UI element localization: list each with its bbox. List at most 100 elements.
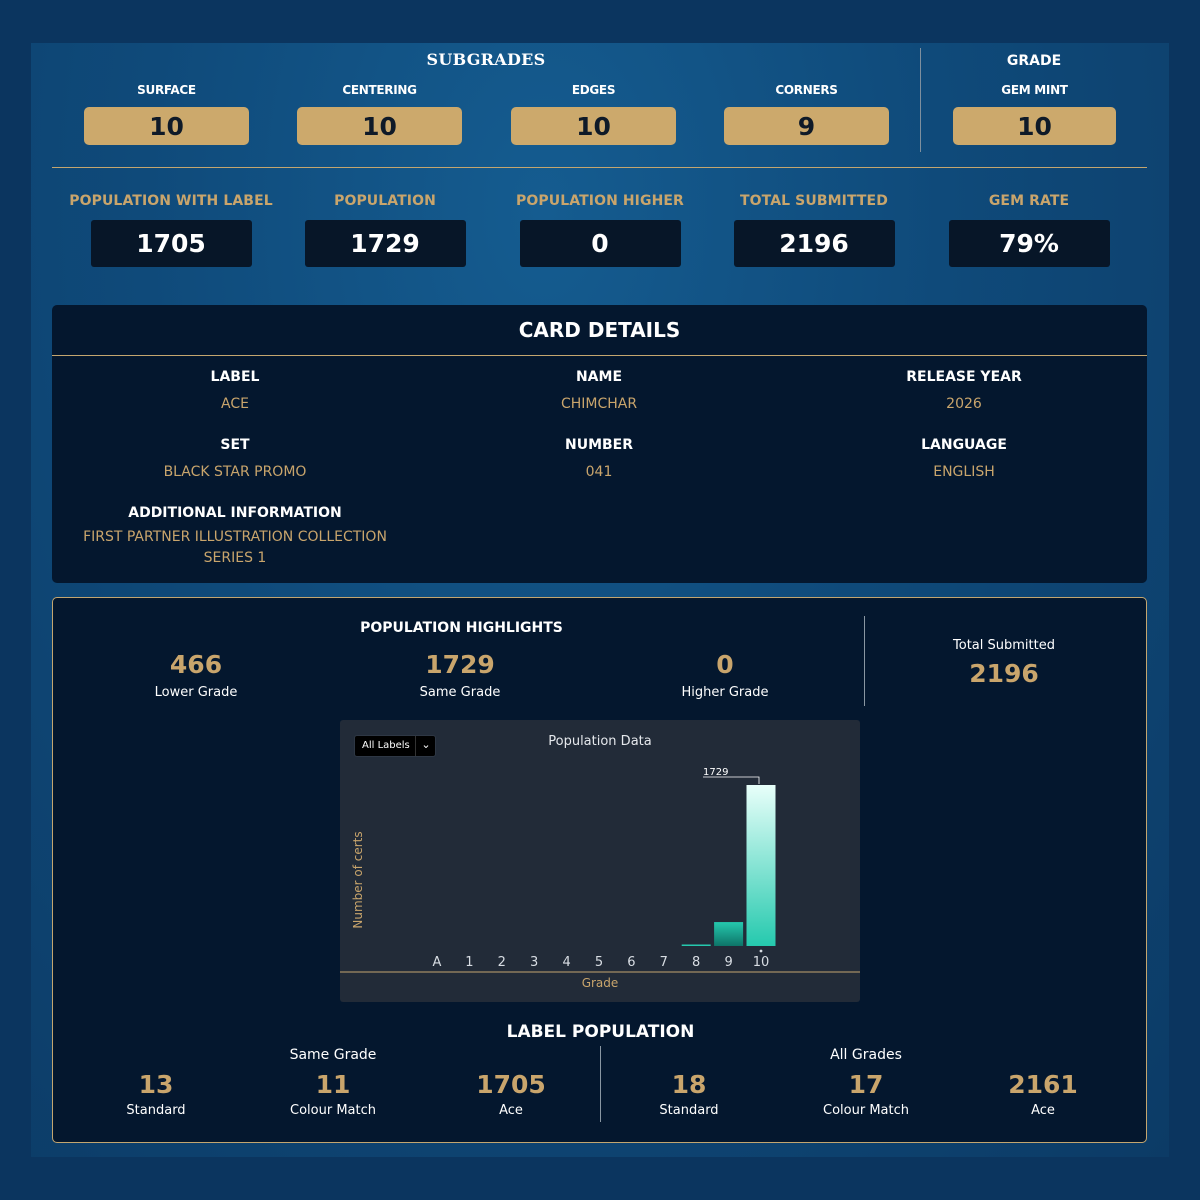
subgrade-value: 9 bbox=[724, 107, 889, 145]
additional-line-2: SERIES 1 bbox=[203, 550, 267, 566]
data-label: 1729 bbox=[703, 767, 728, 778]
stat-value: 0 bbox=[519, 220, 681, 267]
stat-value: 79% bbox=[948, 220, 1110, 267]
stat-label: GEM RATE bbox=[988, 193, 1070, 209]
population-chart: Number of certs A 1 2 3 4 5 6 7 8 9 10 1729 Grade Pop… bbox=[340, 720, 860, 1002]
x-tick-label: 4 bbox=[562, 955, 570, 970]
subgrades-title: SUBGRADES bbox=[426, 50, 546, 69]
field-number-heading: NUMBER bbox=[564, 437, 634, 453]
overall-grade: GEM MINT 10 bbox=[953, 81, 1116, 145]
highlight-label: Lower Grade bbox=[154, 685, 238, 700]
bar-grade-10 bbox=[746, 785, 776, 946]
field-name-value: CHIMCHAR bbox=[560, 396, 638, 412]
subgrade-edges: EDGES 10 bbox=[511, 81, 676, 145]
bar-grade-9 bbox=[714, 922, 744, 946]
x-tick-label: 8 bbox=[692, 955, 700, 970]
x-tick-label: 6 bbox=[627, 955, 635, 970]
data-label-leader bbox=[703, 776, 760, 784]
card-details-panel: CARD DETAILS LABEL ACE NAME CHIMCHAR REL… bbox=[52, 305, 1147, 583]
all-grades-group-title: All Grades bbox=[830, 1047, 902, 1063]
same-grade-standard: 13 Standard bbox=[66, 1070, 246, 1118]
field-label: LABEL ACE bbox=[52, 369, 418, 415]
field-language: LANGUAGE ENGLISH bbox=[781, 437, 1147, 483]
subgrade-corners: CORNERS 9 bbox=[724, 81, 889, 145]
x-tick-label: 5 bbox=[595, 955, 603, 970]
selected-category-dot bbox=[759, 949, 763, 953]
stat-label: TOTAL SUBMITTED bbox=[740, 193, 888, 209]
highlight-value: 1729 bbox=[425, 650, 495, 679]
grade-value: 10 bbox=[953, 107, 1116, 145]
stat-value: 1705 bbox=[90, 220, 252, 267]
field-language-value: ENGLISH bbox=[933, 464, 995, 480]
subgrade-label: CORNERS bbox=[775, 83, 838, 97]
stat-value: 1729 bbox=[304, 220, 466, 267]
y-axis-label: Number of certs bbox=[351, 831, 365, 928]
additional-line-1: FIRST PARTNER ILLUSTRATION COLLECTION bbox=[83, 529, 387, 545]
subgrade-value: 10 bbox=[511, 107, 676, 145]
population-highlights-title: POPULATION HIGHLIGHTS bbox=[360, 620, 563, 636]
stat-population-with-label: POPULATION WITH LABEL 1705 bbox=[61, 193, 281, 267]
highlight-higher-grade: 0 Higher Grade bbox=[593, 650, 857, 700]
label-pop-value: 1705 bbox=[476, 1070, 546, 1099]
label-population-divider bbox=[600, 1046, 601, 1122]
field-release-year-value: 2026 bbox=[946, 396, 982, 412]
highlight-same-grade: 1729 Same Grade bbox=[328, 650, 592, 700]
label-population-title: LABEL POPULATION bbox=[506, 1022, 695, 1042]
label-filter-dropdown[interactable]: All Labels ⌄ bbox=[354, 735, 436, 757]
x-tick-label: 7 bbox=[660, 955, 668, 970]
stat-value: 2196 bbox=[733, 220, 895, 267]
label-pop-value: 2161 bbox=[1008, 1070, 1078, 1099]
stat-total-submitted: TOTAL SUBMITTED 2196 bbox=[704, 193, 924, 267]
highlight-value: 466 bbox=[169, 650, 223, 679]
grade-label: GEM MINT bbox=[1001, 83, 1068, 97]
dashboard-page: SUBGRADES GRADE SURFACE 10 CENTERING 1 0 … bbox=[31, 43, 1169, 1157]
label-pop-label: Standard bbox=[126, 1103, 186, 1118]
field-label-heading: LABEL bbox=[210, 369, 260, 385]
field-language-heading: LANGUAGE bbox=[921, 437, 1007, 453]
subgrade-label: EDGES bbox=[571, 83, 616, 97]
label-pop-label: Standard bbox=[659, 1103, 719, 1118]
field-release-year: RELEASE YEAR 2026 bbox=[781, 369, 1147, 415]
total-submitted-label: Total Submitted bbox=[953, 638, 1055, 653]
field-label-value: ACE bbox=[221, 396, 249, 412]
chart-title: Population Data bbox=[548, 734, 652, 749]
all-grades-colour-match: 17 Colour Match bbox=[776, 1070, 956, 1118]
highlights-divider bbox=[864, 616, 865, 706]
highlight-value: 0 bbox=[716, 650, 734, 679]
stat-label: POPULATION WITH LABEL bbox=[69, 193, 273, 209]
x-axis-label: Grade bbox=[582, 976, 619, 990]
label-pop-value: 13 bbox=[138, 1070, 174, 1099]
field-additional-heading: ADDITIONAL INFORMATION bbox=[128, 505, 342, 521]
dropdown-separator bbox=[415, 736, 416, 756]
subgrade-label: SURFACE bbox=[137, 83, 196, 97]
subgrade-value: 10 bbox=[297, 107, 462, 145]
card-details-title: CARD DETAILS bbox=[518, 318, 681, 342]
subgrade-value: 10 bbox=[84, 107, 249, 145]
label-filter-value: All Labels bbox=[362, 740, 410, 751]
all-grades-ace: 2161 Ace bbox=[953, 1070, 1133, 1118]
subgrade-centering: CENTERING 10 bbox=[297, 81, 462, 145]
label-pop-label: Colour Match bbox=[823, 1103, 909, 1118]
x-tick-label: 2 bbox=[498, 955, 506, 970]
chevron-down-icon[interactable]: ⌄ bbox=[421, 738, 431, 751]
field-set: SET BLACK STAR PROMO bbox=[52, 437, 418, 483]
highlight-label: Same Grade bbox=[419, 685, 501, 700]
section-divider bbox=[52, 167, 1147, 168]
x-tick-label: 9 bbox=[724, 955, 732, 970]
label-pop-label: Colour Match bbox=[290, 1103, 376, 1118]
label-pop-value: 11 bbox=[315, 1070, 351, 1099]
highlight-lower-grade: 466 Lower Grade bbox=[64, 650, 328, 700]
grade-title: GRADE bbox=[1006, 53, 1062, 69]
bar-grade-8 bbox=[681, 944, 711, 946]
stat-population-higher: POPULATION HIGHER 0 bbox=[490, 193, 710, 267]
same-grade-ace: 1705 Ace bbox=[421, 1070, 601, 1118]
label-pop-value: 17 bbox=[848, 1070, 884, 1099]
field-additional-information: ADDITIONAL INFORMATION FIRST PARTNER ILL… bbox=[52, 505, 418, 569]
total-submitted-value: 2196 bbox=[969, 659, 1039, 688]
stat-label: POPULATION HIGHER bbox=[516, 193, 684, 209]
same-grade-colour-match: 11 Colour Match bbox=[243, 1070, 423, 1118]
card-details-divider bbox=[52, 355, 1147, 356]
label-pop-value: 18 bbox=[671, 1070, 707, 1099]
total-submitted-block: Total Submitted 2196 bbox=[873, 638, 1135, 688]
field-additional-value: FIRST PARTNER ILLUSTRATION COLLECTION SE… bbox=[52, 527, 418, 569]
